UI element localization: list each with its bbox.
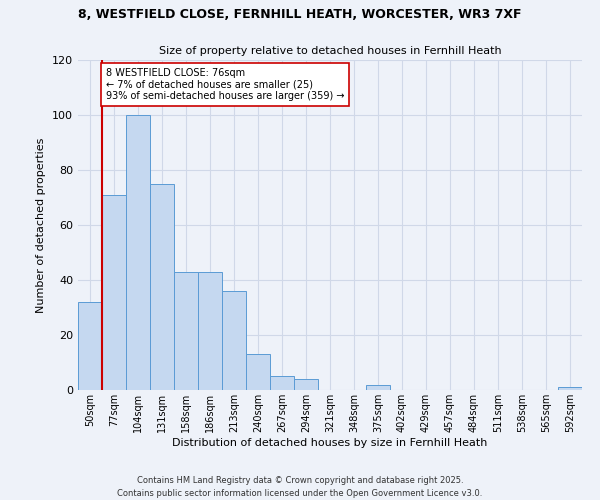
Bar bbox=[246, 354, 270, 390]
Bar bbox=[126, 115, 150, 390]
Bar bbox=[102, 194, 126, 390]
Text: Contains HM Land Registry data © Crown copyright and database right 2025.
Contai: Contains HM Land Registry data © Crown c… bbox=[118, 476, 482, 498]
Bar bbox=[270, 376, 294, 390]
Y-axis label: Number of detached properties: Number of detached properties bbox=[37, 138, 46, 312]
Bar bbox=[366, 384, 390, 390]
Bar bbox=[558, 387, 582, 390]
X-axis label: Distribution of detached houses by size in Fernhill Heath: Distribution of detached houses by size … bbox=[172, 438, 488, 448]
Bar bbox=[78, 302, 102, 390]
Bar bbox=[222, 291, 246, 390]
Text: 8 WESTFIELD CLOSE: 76sqm
← 7% of detached houses are smaller (25)
93% of semi-de: 8 WESTFIELD CLOSE: 76sqm ← 7% of detache… bbox=[106, 68, 344, 102]
Title: Size of property relative to detached houses in Fernhill Heath: Size of property relative to detached ho… bbox=[158, 46, 502, 56]
Text: 8, WESTFIELD CLOSE, FERNHILL HEATH, WORCESTER, WR3 7XF: 8, WESTFIELD CLOSE, FERNHILL HEATH, WORC… bbox=[78, 8, 522, 20]
Bar bbox=[150, 184, 174, 390]
Bar bbox=[198, 272, 222, 390]
Bar bbox=[294, 379, 318, 390]
Bar bbox=[174, 272, 198, 390]
